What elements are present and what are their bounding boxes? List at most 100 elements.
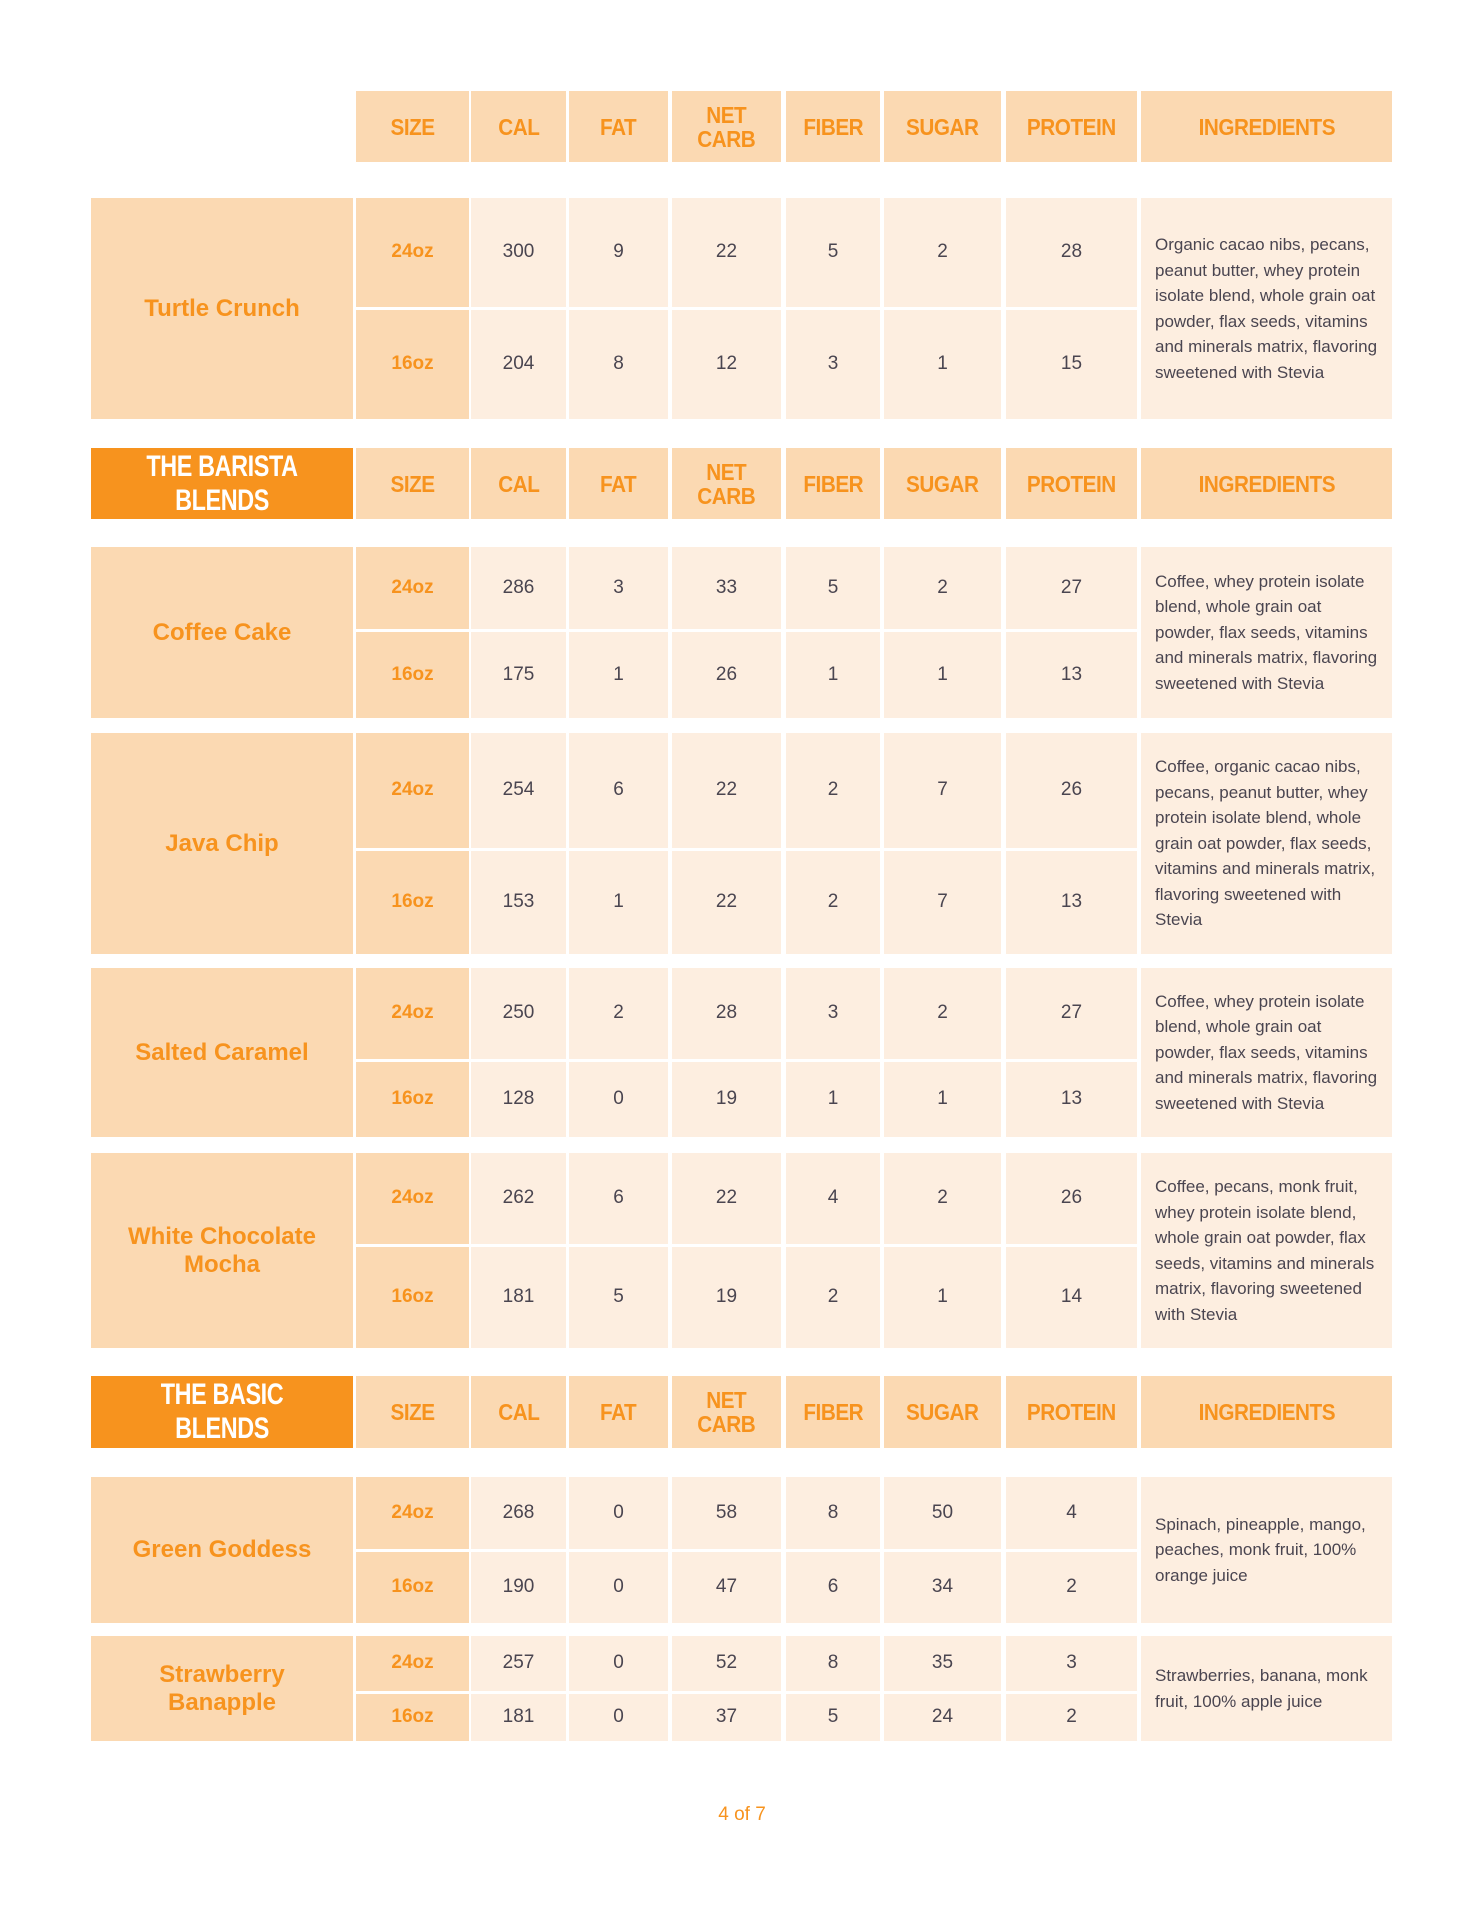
cell-fiber-text: 2: [827, 1286, 839, 1308]
cell-sugar: 35: [884, 1636, 1001, 1691]
cell-sugar-text: 1: [937, 1286, 948, 1308]
cell-net-carb: 52: [672, 1636, 781, 1691]
cell-fiber-text: 1: [827, 1088, 839, 1110]
column-header-ingredients-text: INGREDIENTS: [1198, 1399, 1335, 1425]
cell-fiber-text: 2: [827, 779, 839, 801]
column-header-fat-text: FAT: [600, 470, 637, 497]
column-header-cal: CAL: [471, 91, 566, 162]
cell-cal-text: 153: [502, 891, 535, 913]
cell-cal-text: 190: [502, 1576, 535, 1598]
column-header-sugar-text: SUGAR: [906, 1399, 979, 1425]
column-header-net-carb-text: NET CARB: [697, 101, 756, 152]
ingredients-cell-text: Coffee, whey protein isolate blend, whol…: [1155, 991, 1378, 1113]
cell-fiber-text: 5: [827, 576, 839, 598]
cell-size: 16oz: [356, 1061, 469, 1137]
cell-protein: 26: [1006, 1153, 1137, 1244]
cell-size-text: 24oz: [391, 1652, 434, 1674]
column-header-ingredients: INGREDIENTS: [1141, 1376, 1392, 1448]
cell-sugar-text: 1: [937, 1088, 948, 1110]
cell-sugar: 7: [884, 850, 1001, 954]
product-name-text: Salted Caramel: [135, 1038, 309, 1066]
product-name: Strawberry Banapple: [91, 1636, 353, 1741]
column-header-size: SIZE: [356, 1376, 469, 1448]
column-header-fiber: FIBER: [786, 448, 880, 519]
cell-cal-text: 268: [502, 1501, 535, 1523]
cell-fat: 5: [569, 1246, 668, 1348]
column-header-size-text: SIZE: [390, 113, 435, 140]
cell-fiber: 3: [786, 968, 880, 1059]
column-header-ingredients: INGREDIENTS: [1141, 91, 1392, 162]
cell-cal-text: 254: [502, 779, 535, 801]
product-name: Coffee Cake: [91, 547, 353, 718]
cell-cal: 254: [471, 733, 566, 848]
cell-fat-text: 0: [613, 1652, 624, 1674]
cell-size: 16oz: [356, 1693, 469, 1741]
cell-net-carb-text: 37: [715, 1706, 738, 1728]
cell-size: 24oz: [356, 968, 469, 1059]
cell-sugar: 2: [884, 1153, 1001, 1244]
cell-fiber: 2: [786, 850, 880, 954]
ingredients-cell-text: Strawberries, banana, monk fruit, 100% a…: [1155, 1666, 1368, 1711]
cell-size-text: 16oz: [391, 663, 434, 685]
column-header-cal: CAL: [471, 1376, 566, 1448]
cell-fat-text: 0: [613, 1576, 624, 1598]
cell-size: 24oz: [356, 198, 469, 307]
cell-protein-text: 4: [1066, 1501, 1077, 1523]
cell-fat: 2: [569, 968, 668, 1059]
section-banner: THE BASIC BLENDS: [91, 1376, 353, 1448]
cell-net-carb-text: 33: [715, 576, 738, 598]
cell-sugar-text: 34: [931, 1576, 954, 1598]
product-name-text: Coffee Cake: [152, 618, 292, 646]
column-header-net-carb: NET CARB: [672, 1376, 781, 1448]
column-header-fat: FAT: [569, 91, 668, 162]
column-header-ingredients-text: INGREDIENTS: [1198, 113, 1335, 140]
cell-fiber-text: 4: [827, 1187, 839, 1209]
cell-fat-text: 8: [613, 353, 624, 375]
cell-net-carb: 12: [672, 309, 781, 419]
column-header-ingredients: INGREDIENTS: [1141, 448, 1392, 519]
ingredients-cell: Strawberries, banana, monk fruit, 100% a…: [1141, 1636, 1392, 1741]
cell-fiber: 5: [786, 1693, 880, 1741]
column-header-size: SIZE: [356, 91, 469, 162]
cell-sugar: 34: [884, 1551, 1001, 1623]
cell-fiber: 2: [786, 1246, 880, 1348]
product-name-text: White Chocolate Mocha: [127, 1222, 316, 1278]
cell-fat-text: 0: [613, 1088, 624, 1110]
product-name-text: Turtle Crunch: [144, 294, 300, 322]
cell-cal: 300: [471, 198, 566, 307]
cell-cal-text: 286: [502, 576, 535, 598]
cell-fat-text: 3: [613, 576, 624, 598]
column-header-cal-text: CAL: [497, 470, 540, 497]
column-header-protein: PROTEIN: [1006, 448, 1137, 519]
cell-fiber-text: 3: [827, 353, 839, 375]
cell-net-carb-text: 22: [715, 891, 738, 913]
product-name: Green Goddess: [91, 1477, 353, 1623]
cell-sugar: 1: [884, 1061, 1001, 1137]
cell-protein: 27: [1006, 968, 1137, 1059]
product-name: Salted Caramel: [91, 968, 353, 1137]
cell-net-carb-text: 22: [715, 241, 738, 263]
cell-protein: 13: [1006, 631, 1137, 718]
cell-net-carb: 58: [672, 1477, 781, 1549]
cell-fat-text: 6: [613, 1187, 624, 1209]
cell-fat: 1: [569, 850, 668, 954]
cell-size: 24oz: [356, 1153, 469, 1244]
cell-sugar: 1: [884, 1246, 1001, 1348]
column-header-net-carb-text: NET CARB: [697, 1387, 756, 1437]
cell-sugar: 50: [884, 1477, 1001, 1549]
cell-fiber: 5: [786, 198, 880, 307]
product-name-text: Strawberry Banapple: [159, 1660, 285, 1716]
column-header-net-carb: NET CARB: [672, 448, 781, 519]
column-header-protein: PROTEIN: [1006, 91, 1137, 162]
page-number: 4 of 7: [718, 1804, 766, 1825]
cell-cal: 153: [471, 850, 566, 954]
cell-sugar: 24: [884, 1693, 1001, 1741]
cell-protein-text: 2: [1066, 1576, 1077, 1598]
column-header-fat-text: FAT: [600, 1399, 637, 1425]
cell-sugar: 2: [884, 968, 1001, 1059]
cell-protein: 2: [1006, 1693, 1137, 1741]
cell-protein: 2: [1006, 1551, 1137, 1623]
cell-size: 16oz: [356, 309, 469, 419]
cell-cal-text: 300: [502, 241, 535, 263]
cell-cal: 262: [471, 1153, 566, 1244]
